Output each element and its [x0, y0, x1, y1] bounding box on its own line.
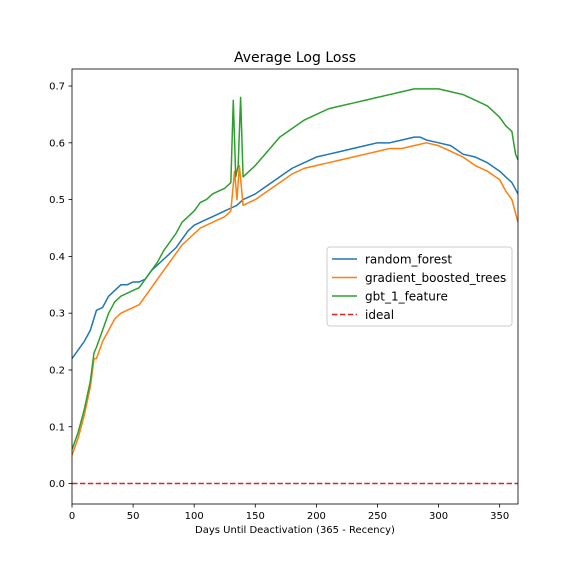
- x-tick-label: 350: [490, 511, 509, 522]
- y-tick-label: 0.0: [49, 479, 65, 490]
- y-tick-label: 0.7: [49, 82, 65, 93]
- axes-frame: [71, 68, 519, 505]
- x-tick-label: 100: [185, 511, 204, 522]
- y-tick-label: 0.5: [49, 195, 65, 206]
- x-axis-label: Days Until Deactivation (365 - Recency): [195, 525, 395, 536]
- y-tick-label: 0.2: [49, 365, 65, 376]
- legend-label-random-forest: random_forest: [365, 253, 452, 267]
- legend-label-ideal: ideal: [365, 308, 394, 322]
- y-tick-label: 0.1: [49, 422, 65, 433]
- x-tick-label: 300: [429, 511, 448, 522]
- y-tick-label: 0.3: [49, 309, 65, 320]
- y-axis: 0.0 0.1 0.2 0.3 0.4 0.5 0.6 0.7: [49, 82, 72, 490]
- chart-title: Average Log Loss: [234, 50, 356, 66]
- legend-box: [326, 246, 513, 327]
- x-tick-label: 50: [127, 511, 140, 522]
- legend-label-gradient-boosted-trees: gradient_boosted_trees: [365, 271, 506, 285]
- legend-label-gbt-1-feature: gbt_1_feature: [365, 290, 448, 304]
- x-axis: 0 50 100 150 200 250 300 350: [69, 504, 509, 522]
- legend: random_forest gradient_boosted_trees gbt_1…: [326, 246, 513, 327]
- series-line-gbt-1-feature: [72, 88, 518, 450]
- y-tick-label: 0.6: [49, 138, 65, 149]
- series-line-gradient-boosted-trees: [72, 142, 518, 456]
- x-tick-label: 250: [368, 511, 387, 522]
- x-tick-label: 150: [246, 511, 265, 522]
- y-tick-label: 0.4: [49, 252, 65, 263]
- x-tick-label: 200: [307, 511, 326, 522]
- x-tick-label: 0: [69, 511, 75, 522]
- plot-area: [72, 88, 518, 485]
- series-line-random-forest: [72, 136, 518, 360]
